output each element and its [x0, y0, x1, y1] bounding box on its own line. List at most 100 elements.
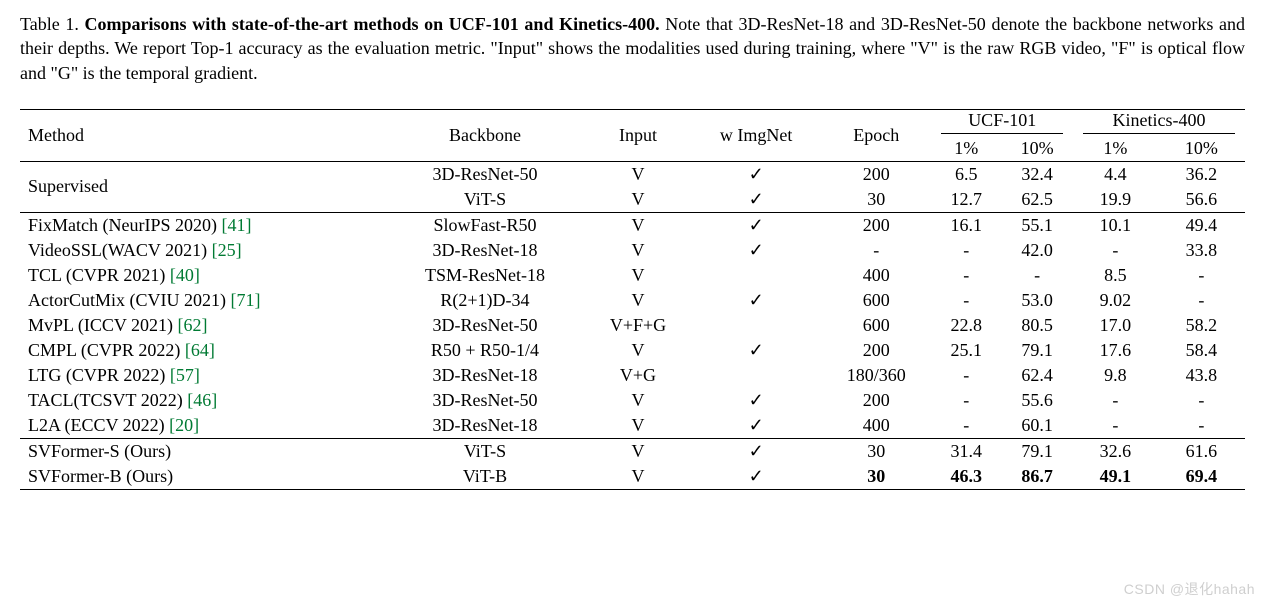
cell-backbone: R(2+1)D-34 [385, 288, 585, 313]
cell-ucf-10: 32.4 [1001, 161, 1073, 187]
method-name: SVFormer-B (Ours) [28, 466, 173, 486]
cell-wimgnet: ✓ [691, 161, 821, 187]
cell-method: VideoSSL(WACV 2021) [25] [20, 238, 385, 263]
cell-method: LTG (CVPR 2022) [57] [20, 363, 385, 388]
cell-kin-10: 58.2 [1158, 313, 1245, 338]
cell-kin-10: 58.4 [1158, 338, 1245, 363]
cell-kin-10: - [1158, 413, 1245, 439]
watermark: CSDN @退化hahah [1124, 579, 1255, 599]
cell-kin-10: 33.8 [1158, 238, 1245, 263]
citation: [71] [230, 290, 260, 310]
cell-backbone: TSM-ResNet-18 [385, 263, 585, 288]
cell-ucf-10: 42.0 [1001, 238, 1073, 263]
col-ucf-10: 10% [1001, 136, 1073, 162]
method-name: SVFormer-S (Ours) [28, 441, 171, 461]
citation: [40] [170, 265, 200, 285]
cell-method: MvPL (ICCV 2021) [62] [20, 313, 385, 338]
cell-backbone: 3D-ResNet-18 [385, 413, 585, 439]
cell-kin-10: 36.2 [1158, 161, 1245, 187]
cell-epoch: 200 [821, 212, 931, 238]
table-row: TACL(TCSVT 2022) [46]3D-ResNet-50V✓200-5… [20, 388, 1245, 413]
cell-backbone: ViT-B [385, 464, 585, 490]
citation: [25] [212, 240, 242, 260]
cell-method: SVFormer-B (Ours) [20, 464, 385, 490]
cell-kin-1: 9.8 [1073, 363, 1158, 388]
cell-input: V [585, 338, 691, 363]
method-name: Supervised [28, 176, 108, 196]
cell-ucf-1: - [931, 413, 1001, 439]
cell-ucf-1: - [931, 263, 1001, 288]
cell-backbone: 3D-ResNet-50 [385, 161, 585, 187]
results-table: Method Backbone Input w ImgNet Epoch UCF… [20, 109, 1245, 490]
cell-wimgnet: ✓ [691, 187, 821, 213]
cell-kin-10: 61.6 [1158, 438, 1245, 464]
col-wimgnet: w ImgNet [691, 109, 821, 161]
citation: [41] [221, 215, 251, 235]
cell-ucf-10: 86.7 [1001, 464, 1073, 490]
cell-epoch: - [821, 238, 931, 263]
cell-kin-1: 49.1 [1073, 464, 1158, 490]
cell-kin-1: 32.6 [1073, 438, 1158, 464]
cell-ucf-10: 62.5 [1001, 187, 1073, 213]
cell-method: TACL(TCSVT 2022) [46] [20, 388, 385, 413]
cell-kin-1: 17.6 [1073, 338, 1158, 363]
cell-epoch: 30 [821, 438, 931, 464]
cell-ucf-10: 55.1 [1001, 212, 1073, 238]
cell-epoch: 30 [821, 464, 931, 490]
cell-ucf-1: 16.1 [931, 212, 1001, 238]
cell-method: ActorCutMix (CVIU 2021) [71] [20, 288, 385, 313]
cell-ucf-10: - [1001, 263, 1073, 288]
cell-kin-1: - [1073, 413, 1158, 439]
cell-ucf-1: 22.8 [931, 313, 1001, 338]
cell-wimgnet: ✓ [691, 464, 821, 490]
cell-kin-1: 10.1 [1073, 212, 1158, 238]
cell-ucf-10: 60.1 [1001, 413, 1073, 439]
table-row: SVFormer-S (Ours)ViT-SV✓3031.479.132.661… [20, 438, 1245, 464]
cell-epoch: 200 [821, 161, 931, 187]
cell-ucf-10: 55.6 [1001, 388, 1073, 413]
cell-kin-10: - [1158, 388, 1245, 413]
method-name: LTG (CVPR 2022) [28, 365, 170, 385]
cell-input: V [585, 288, 691, 313]
citation: [46] [187, 390, 217, 410]
method-name: MvPL (ICCV 2021) [28, 315, 178, 335]
cell-input: V [585, 212, 691, 238]
method-name: TACL(TCSVT 2022) [28, 390, 187, 410]
cell-backbone: 3D-ResNet-50 [385, 313, 585, 338]
cell-ucf-10: 80.5 [1001, 313, 1073, 338]
table-row: CMPL (CVPR 2022) [64]R50 + R50-1/4V✓2002… [20, 338, 1245, 363]
col-group-ucf: UCF-101 [931, 109, 1073, 136]
cell-method: Supervised [20, 161, 385, 212]
cell-epoch: 400 [821, 263, 931, 288]
table-row: VideoSSL(WACV 2021) [25]3D-ResNet-18V✓--… [20, 238, 1245, 263]
table-caption: Table 1. Comparisons with state-of-the-a… [20, 12, 1245, 85]
cell-method: L2A (ECCV 2022) [20] [20, 413, 385, 439]
cell-epoch: 400 [821, 413, 931, 439]
cell-kin-10: 43.8 [1158, 363, 1245, 388]
method-name: L2A (ECCV 2022) [28, 415, 169, 435]
col-ucf-1: 1% [931, 136, 1001, 162]
cell-ucf-1: - [931, 238, 1001, 263]
col-epoch: Epoch [821, 109, 931, 161]
cell-kin-1: - [1073, 238, 1158, 263]
cell-ucf-1: 25.1 [931, 338, 1001, 363]
cell-method: TCL (CVPR 2021) [40] [20, 263, 385, 288]
cell-wimgnet: ✓ [691, 212, 821, 238]
cell-ucf-10: 62.4 [1001, 363, 1073, 388]
cell-ucf-1: 46.3 [931, 464, 1001, 490]
cell-kin-1: 9.02 [1073, 288, 1158, 313]
table-row: FixMatch (NeurIPS 2020) [41]SlowFast-R50… [20, 212, 1245, 238]
col-method: Method [20, 109, 385, 161]
cell-wimgnet: ✓ [691, 338, 821, 363]
cell-kin-1: 4.4 [1073, 161, 1158, 187]
cell-input: V [585, 388, 691, 413]
cell-kin-10: 49.4 [1158, 212, 1245, 238]
cell-kin-1: 17.0 [1073, 313, 1158, 338]
table-body: Supervised3D-ResNet-50V✓2006.532.44.436.… [20, 161, 1245, 489]
col-group-kinetics: Kinetics-400 [1073, 109, 1245, 136]
cell-input: V [585, 161, 691, 187]
cell-wimgnet [691, 263, 821, 288]
cell-ucf-10: 79.1 [1001, 338, 1073, 363]
citation: [64] [185, 340, 215, 360]
table-row: LTG (CVPR 2022) [57]3D-ResNet-18V+G180/3… [20, 363, 1245, 388]
